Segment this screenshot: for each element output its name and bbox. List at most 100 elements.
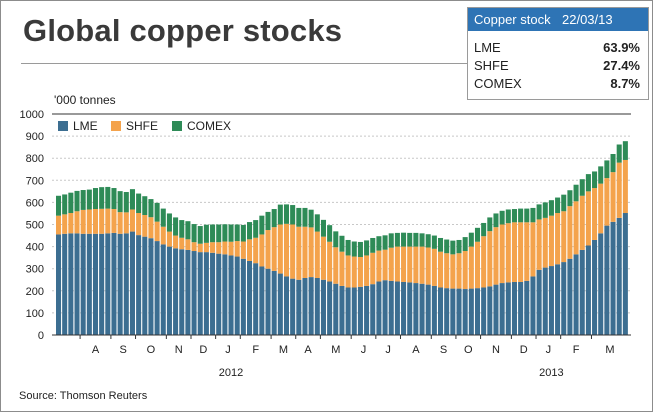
bar-shfe <box>370 252 376 285</box>
bar-lme <box>505 282 511 335</box>
bar-comex <box>394 232 400 247</box>
bar-comex <box>333 231 339 248</box>
bar-shfe <box>117 212 123 234</box>
bar-shfe <box>468 246 474 289</box>
bar-lme <box>518 281 524 335</box>
bar-lme <box>511 281 517 335</box>
bar-comex <box>179 220 185 238</box>
bar-lme <box>99 233 105 335</box>
bar-shfe <box>111 209 117 233</box>
bar-shfe <box>388 247 394 281</box>
bar-shfe <box>277 224 283 274</box>
x-month-label: O <box>147 344 156 356</box>
bar-lme <box>308 277 314 335</box>
bar-comex <box>622 141 628 160</box>
bar-comex <box>474 227 481 242</box>
bar-lme <box>302 277 308 335</box>
bar-comex <box>191 224 197 243</box>
bar-lme <box>197 252 203 335</box>
bar-lme <box>555 264 561 335</box>
bar-shfe <box>160 226 166 245</box>
bar-shfe <box>351 256 357 288</box>
bar-shfe <box>419 246 425 284</box>
bar-comex <box>210 224 216 243</box>
bar-comex <box>68 192 74 214</box>
bar-lme <box>474 288 481 335</box>
x-month-label: N <box>175 344 183 356</box>
bar-comex <box>339 235 345 252</box>
bar-comex <box>283 204 290 224</box>
bar-shfe <box>191 242 197 252</box>
bar-lme <box>203 252 209 335</box>
share-label-lme: LME <box>474 40 501 55</box>
bar-shfe <box>99 208 105 234</box>
x-month-label: M <box>331 344 340 356</box>
bar-lme <box>561 262 567 335</box>
bar-shfe <box>493 227 499 285</box>
bar-lme <box>62 233 68 335</box>
bar-shfe <box>345 255 351 288</box>
bar-comex <box>561 194 567 212</box>
bar-comex <box>271 209 277 228</box>
bar-lme <box>622 213 628 335</box>
bar-shfe <box>185 239 191 250</box>
bar-lme <box>542 267 548 335</box>
bar-lme <box>567 258 573 335</box>
bar-shfe <box>80 209 86 234</box>
bar-shfe <box>222 241 228 255</box>
share-box-header: Copper stock 22/03/13 <box>468 8 648 31</box>
bar-comex <box>567 190 573 207</box>
bar-lme <box>154 241 160 335</box>
bar-shfe <box>382 249 388 281</box>
bar-comex <box>505 209 511 224</box>
bar-lme <box>247 260 253 335</box>
bar-comex <box>573 184 579 202</box>
bar-comex <box>228 224 234 242</box>
bar-lme <box>105 233 111 335</box>
bar-lme <box>524 280 530 335</box>
x-month-label: F <box>573 344 580 356</box>
bar-comex <box>407 232 413 247</box>
stock-share-box: Copper stock 22/03/13 LME 63.9% SHFE 27.… <box>467 7 649 100</box>
bar-shfe <box>123 212 129 234</box>
share-label-comex: COMEX <box>474 76 522 91</box>
share-row-comex: COMEX 8.7% <box>468 75 648 93</box>
bar-comex <box>548 200 554 216</box>
bar-comex <box>604 160 610 179</box>
bar-shfe <box>413 246 419 284</box>
bar-shfe <box>610 172 616 222</box>
bar-shfe <box>407 246 413 283</box>
bar-lme <box>117 233 123 335</box>
bar-lme <box>283 276 290 335</box>
bar-lme <box>585 245 591 335</box>
bar-lme <box>444 288 450 335</box>
bar-comex <box>216 224 222 243</box>
bar-comex <box>327 225 333 242</box>
bar-shfe <box>136 213 142 236</box>
bar-comex <box>234 224 240 242</box>
bar-shfe <box>296 226 302 280</box>
bar-lme <box>530 276 536 335</box>
bar-lme <box>431 285 437 335</box>
bar-lme <box>425 284 431 335</box>
bar-lme <box>394 281 400 335</box>
bar-lme <box>160 244 166 335</box>
bar-comex <box>92 188 99 210</box>
chart-title: Global copper stocks <box>23 13 343 48</box>
bar-comex <box>555 197 561 214</box>
bar-lme <box>296 279 302 335</box>
legend: LME SHFE COMEX <box>58 119 231 133</box>
bar-lme <box>481 287 487 335</box>
bar-comex <box>154 202 160 222</box>
bar-comex <box>401 232 407 247</box>
bar-comex <box>185 221 191 240</box>
bar-lme <box>148 238 154 335</box>
y-tick-label: 600 <box>26 197 44 209</box>
bar-shfe <box>573 201 579 255</box>
bar-shfe <box>487 231 493 287</box>
legend-swatch-lme <box>58 121 68 131</box>
bar-shfe <box>173 235 179 249</box>
bar-comex <box>592 171 598 189</box>
bar-comex <box>487 217 493 232</box>
